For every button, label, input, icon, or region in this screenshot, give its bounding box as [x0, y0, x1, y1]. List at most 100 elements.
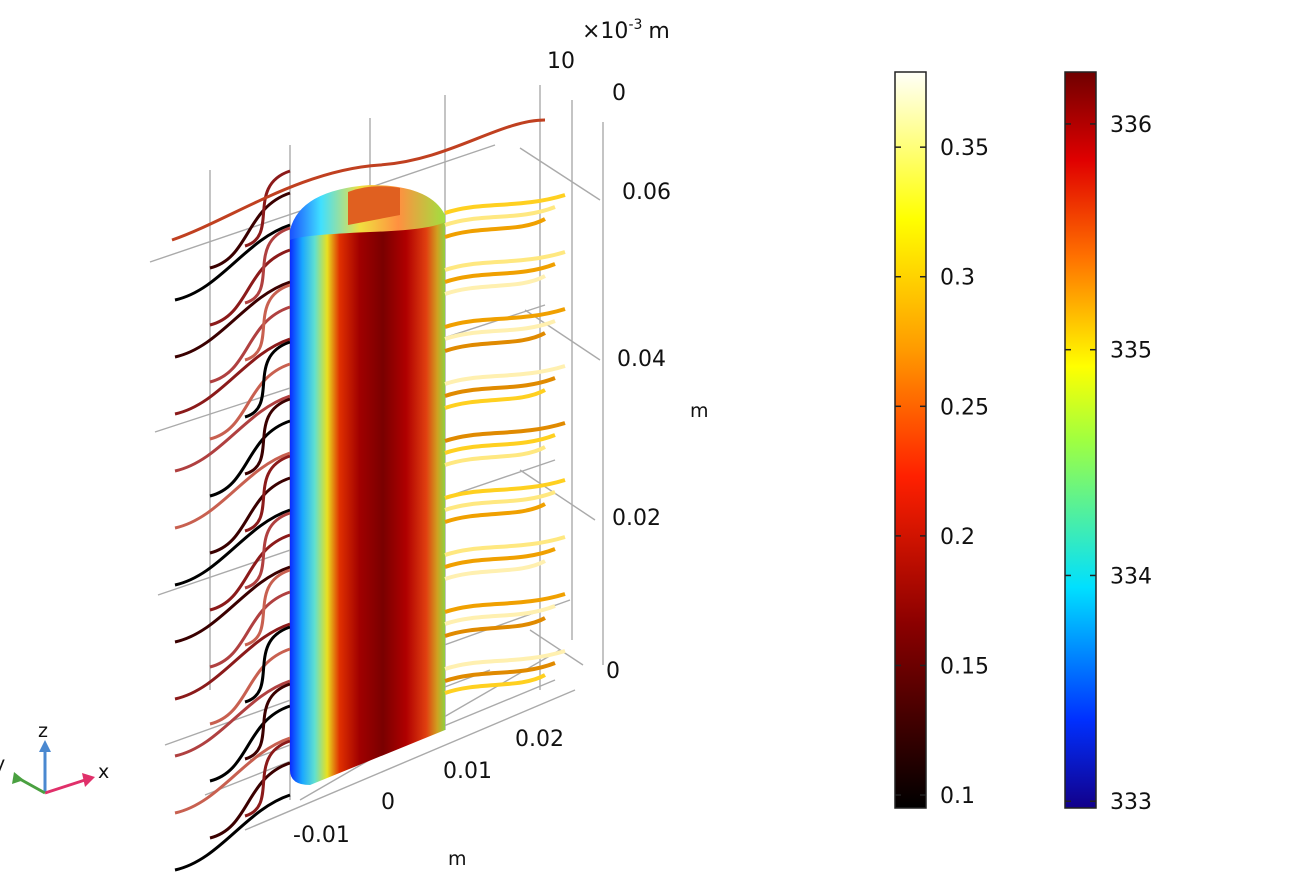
x-tick: 0.01 [443, 759, 492, 784]
streamline [174, 394, 291, 473]
y-tick-10: 10 [547, 49, 575, 74]
streamline [444, 250, 566, 272]
streamline [444, 547, 556, 569]
streamline [244, 625, 291, 704]
streamline [444, 205, 556, 227]
streamline [244, 568, 291, 647]
streamline [444, 217, 546, 239]
streamline [444, 262, 556, 284]
streamline [444, 604, 556, 626]
streamline [244, 169, 291, 248]
streamline [444, 616, 546, 638]
streamline [244, 682, 291, 761]
streamline [174, 793, 291, 872]
z-tick: 0 [606, 659, 620, 684]
streamline [174, 337, 291, 416]
streamline [174, 508, 291, 587]
cylinder-surface [290, 185, 445, 785]
streamline [244, 511, 291, 590]
streamline [171, 118, 546, 242]
streamline [444, 673, 546, 695]
colorbar-tick-label: 335 [1110, 339, 1152, 364]
grid-line [519, 147, 601, 201]
streamline [174, 280, 291, 359]
colorbar-heat: 0.1 0.15 0.2 0.25 0.3 0.35 [894, 71, 989, 809]
z-unit: m [690, 400, 709, 422]
streamline [209, 647, 291, 726]
streamline [444, 649, 566, 671]
streamlines-left [171, 118, 546, 872]
colorbar-tick-label: 0.1 [940, 784, 975, 809]
triad-y-label: y [0, 753, 5, 775]
streamline [444, 661, 556, 683]
streamline [174, 223, 291, 302]
streamline [209, 248, 291, 327]
streamline [444, 307, 566, 329]
colorbar-tick-label: 0.25 [940, 395, 989, 420]
colorbar-tick-label: 0.35 [940, 136, 989, 161]
streamline [444, 376, 556, 398]
streamline [444, 559, 546, 581]
streamline [209, 704, 291, 783]
streamline [244, 739, 291, 818]
streamline [244, 340, 291, 419]
y-multiplier: ×10-3 m [582, 17, 670, 44]
streamline [444, 592, 566, 614]
x-tick: 0.02 [515, 727, 564, 752]
streamline [209, 191, 291, 270]
grid-line [529, 629, 584, 666]
streamline [444, 535, 566, 557]
streamline [209, 305, 291, 384]
z-tick: 0.06 [622, 180, 671, 205]
streamline [444, 433, 556, 455]
streamline [444, 421, 566, 443]
streamline [174, 736, 291, 815]
streamline [209, 761, 291, 840]
streamline [174, 622, 291, 701]
streamline [244, 454, 291, 533]
colorbar-tick-label: 334 [1110, 564, 1152, 589]
streamline [444, 274, 546, 296]
grid-line [244, 689, 576, 831]
streamline [209, 362, 291, 441]
colorbar-tick-label: 336 [1110, 113, 1152, 138]
x-tick: -0.01 [293, 823, 350, 848]
streamline [444, 490, 556, 512]
streamline [244, 283, 291, 362]
streamline [444, 388, 546, 410]
streamline [209, 590, 291, 669]
streamline [444, 364, 566, 386]
streamline [444, 319, 556, 341]
colorbar-tick-label: 0.3 [940, 266, 975, 291]
triad-x-label: x [98, 761, 109, 783]
z-axis-ticks: 0 10 ×10-3 m 0.06 0.04 0.02 0 m -0.01 0 0… [293, 17, 709, 870]
streamline [444, 502, 546, 524]
grid-line [524, 309, 601, 361]
grid-line [519, 469, 596, 521]
streamline [244, 226, 291, 305]
x-unit: m [448, 848, 467, 870]
streamline [444, 331, 546, 353]
streamline [444, 478, 566, 500]
colorbar-rainbow: 333 334 335 336 [1064, 71, 1152, 815]
streamlines-right [444, 193, 566, 695]
streamline [444, 193, 566, 215]
z-tick: 0.02 [612, 506, 661, 531]
axis-triad: z x y [0, 720, 109, 795]
streamline [209, 419, 291, 498]
colorbar-tick-label: 333 [1110, 790, 1152, 815]
z-tick: 0.04 [617, 347, 666, 372]
x-tick: 0 [381, 790, 395, 815]
y-tick-0: 0 [612, 81, 626, 106]
streamline [209, 476, 291, 555]
streamline [444, 445, 546, 467]
triad-z-label: z [38, 720, 48, 742]
streamline [209, 533, 291, 612]
colorbar-tick-label: 0.15 [940, 654, 989, 679]
streamline [174, 565, 291, 644]
streamline [174, 679, 291, 758]
colorbar-tick-label: 0.2 [940, 525, 975, 550]
streamline [174, 451, 291, 530]
streamline [244, 397, 291, 476]
